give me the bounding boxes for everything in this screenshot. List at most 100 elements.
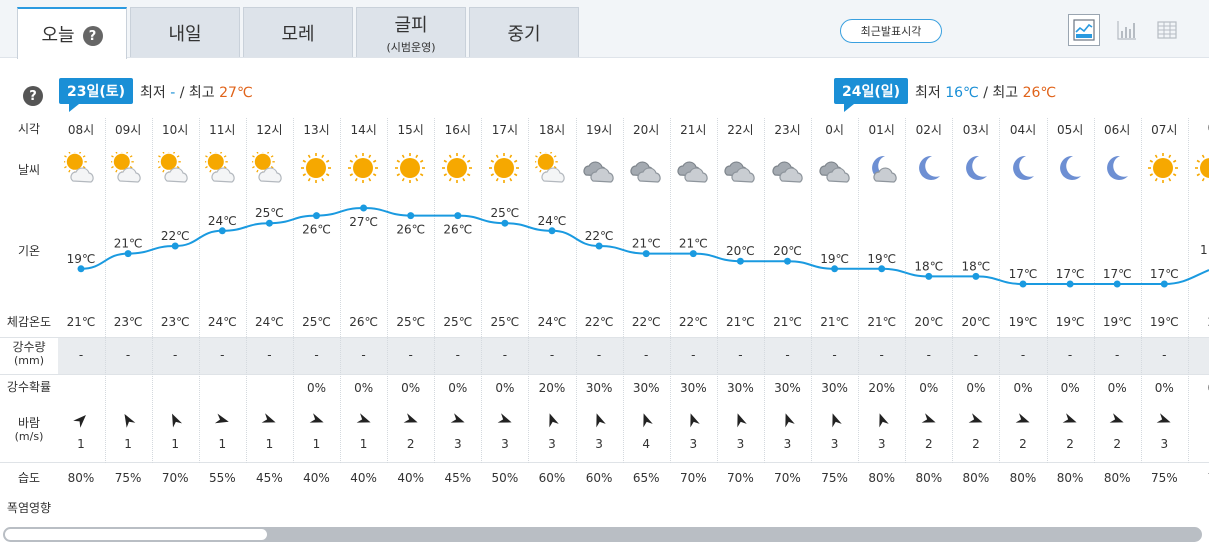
wind-direction-icon	[968, 413, 983, 423]
feels-like-value: 24℃	[255, 315, 284, 329]
tab-mid-term[interactable]: 중기	[469, 7, 579, 57]
bar-chart-view-button[interactable]	[1111, 14, 1143, 46]
humidity-value: 55%	[208, 471, 236, 485]
partly-cloudy-icon	[205, 152, 235, 183]
recent-release-button[interactable]: 최근발표시각	[840, 19, 942, 43]
column-separator	[246, 118, 247, 463]
temperature-label: 26℃	[396, 223, 425, 237]
line-chart-view-button[interactable]	[1068, 14, 1100, 46]
feels-like-value: 24℃	[207, 315, 237, 329]
precip-value: -	[1020, 348, 1026, 362]
tab-third-day[interactable]: 글피 (시범운영)	[356, 7, 466, 57]
temperature-point	[595, 242, 603, 250]
precip-prob-value: 0%	[1060, 381, 1080, 395]
wind-direction-icon	[831, 413, 842, 428]
feels-like-value: 25℃	[396, 315, 426, 329]
wind-speed-value: 3	[736, 437, 745, 451]
wind-direction-icon	[309, 413, 324, 423]
hour-label: 0	[1188, 121, 1209, 135]
tab-today[interactable]: 오늘?	[17, 7, 127, 59]
temperature-point	[265, 219, 273, 227]
precip-value: -	[644, 348, 649, 362]
humidity-value: 80%	[67, 471, 95, 485]
sun-icon	[347, 153, 378, 183]
feels-like-value: 25℃	[443, 315, 473, 329]
wind-direction-icon	[1015, 413, 1030, 423]
temperature-label: 24℃	[208, 214, 237, 228]
scrollbar-thumb[interactable]	[5, 529, 267, 540]
humidity-value: 75%	[114, 471, 142, 485]
horizontal-scrollbar[interactable]	[3, 527, 1202, 542]
temperature-label: 25℃	[491, 206, 520, 220]
hour-label: 18시	[538, 123, 566, 137]
partly-cloudy-icon	[252, 152, 283, 183]
feels-like-value: 25℃	[490, 315, 520, 329]
humidity-value: 70%	[161, 471, 189, 485]
temperature-label: 24℃	[538, 214, 567, 228]
tab-tomorrow[interactable]: 내일	[130, 7, 240, 57]
temperature-label: 25℃	[255, 206, 284, 220]
column-separator	[105, 118, 106, 463]
humidity-value: 60%	[585, 471, 613, 485]
column-separator	[434, 118, 435, 463]
tab-day-after[interactable]: 모레	[243, 7, 353, 57]
temperature-point	[454, 212, 462, 220]
day1-sep: /	[179, 85, 185, 101]
precip-prob-value: 0%	[448, 381, 468, 395]
precip-value: -	[125, 348, 131, 362]
column-separator	[999, 118, 1000, 463]
feels-like-value: 22℃	[584, 315, 614, 329]
feels-like-value: 19℃	[1055, 315, 1085, 329]
temperature-point	[1160, 280, 1168, 288]
feels-like-value: 26℃	[349, 315, 378, 329]
humidity-value: 45%	[444, 471, 472, 485]
humidity-value: 65%	[632, 471, 660, 485]
precip-value: -	[502, 348, 508, 362]
table-view-button[interactable]	[1151, 14, 1183, 46]
row-label-time: 시각	[17, 122, 41, 136]
precip-value: -	[879, 348, 884, 362]
precip-prob-value: 0%	[495, 381, 515, 395]
row-label-wind: 바람 (m/s)	[0, 416, 58, 444]
day1-min-value: -	[170, 85, 176, 101]
humidity-value: 40%	[350, 471, 377, 485]
tab-mid-term-label: 중기	[507, 23, 541, 45]
column-separator	[717, 118, 718, 463]
hour-label: 17시	[491, 123, 519, 137]
feels-like-value: 25℃	[302, 315, 331, 329]
temperature-point	[1019, 280, 1027, 288]
column-separator	[811, 118, 812, 463]
help-icon[interactable]: ?	[23, 86, 43, 106]
wind-speed-value: 3	[595, 437, 603, 451]
feels-like-value: 23℃	[160, 315, 190, 329]
feels-like-value: 21℃	[773, 315, 802, 329]
sun-icon	[441, 153, 472, 183]
temperature-point	[689, 250, 697, 258]
feels-like-value: 21℃	[726, 315, 755, 329]
day2-min-value: 16℃	[945, 85, 979, 101]
precip-prob-value: 30%	[774, 381, 801, 395]
wind-speed-value: 2	[1019, 437, 1027, 451]
temperature-label: 22℃	[161, 229, 190, 243]
feels-like-value: 24℃	[537, 315, 567, 329]
precip-value: -	[78, 348, 84, 362]
temperature-point	[218, 227, 226, 235]
wind-direction-icon	[262, 413, 276, 423]
temperature-label: 21℃	[114, 237, 143, 251]
hour-label: 13시	[303, 123, 330, 137]
tab-tomorrow-label: 내일	[168, 23, 202, 45]
column-separator	[152, 118, 153, 463]
temperature-label: 17℃	[1150, 267, 1179, 281]
column-separator	[340, 118, 341, 463]
help-icon[interactable]: ?	[82, 26, 103, 46]
hour-label: 19시	[585, 123, 613, 137]
wind-speed-value: 2	[1113, 437, 1121, 451]
wind-speed-value: 2	[406, 437, 415, 451]
temperature-point	[642, 250, 650, 258]
hour-label: 16시	[444, 123, 471, 137]
wind-direction-icon	[356, 413, 371, 423]
hour-label: 22시	[727, 123, 754, 137]
column-separator	[905, 118, 906, 463]
feels-like-value: 20℃	[914, 315, 944, 329]
sun-icon	[488, 153, 519, 183]
